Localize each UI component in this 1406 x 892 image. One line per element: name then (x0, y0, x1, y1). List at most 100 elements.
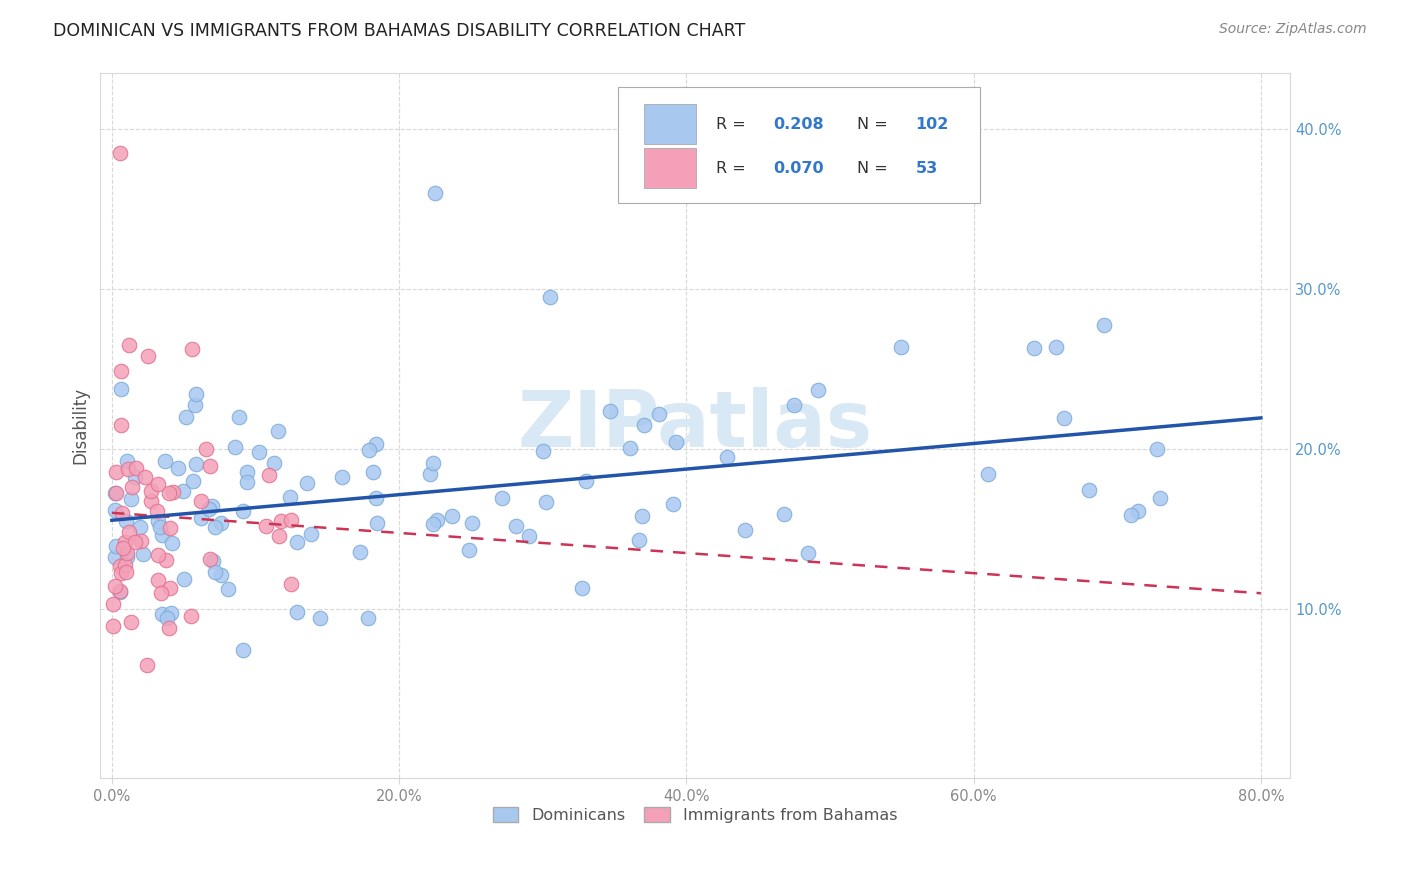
Point (204, 565, 226, 579)
Point (295, 476, 318, 491)
Point (278, 490, 301, 504)
Point (734, 523, 756, 537)
Text: 0.208: 0.208 (773, 117, 824, 132)
Point (117, 546, 139, 560)
Point (104, 549, 127, 564)
Point (458, 542, 481, 557)
Point (363, 465, 385, 479)
Point (155, 553, 177, 567)
Point (202, 554, 225, 568)
Point (110, 364, 132, 378)
Point (184, 398, 207, 412)
Point (104, 486, 127, 500)
Point (224, 440, 246, 454)
Point (796, 545, 818, 559)
Point (270, 514, 292, 528)
Point (131, 533, 153, 548)
Point (772, 507, 794, 521)
Point (1146, 442, 1168, 457)
Text: 53: 53 (917, 161, 938, 176)
Text: 102: 102 (915, 117, 949, 132)
Point (364, 436, 387, 450)
Point (150, 528, 173, 542)
Point (716, 450, 738, 464)
Point (156, 611, 179, 625)
Point (247, 445, 270, 459)
Point (162, 485, 184, 500)
Point (534, 495, 557, 509)
Text: ZIPatlas: ZIPatlas (517, 387, 873, 463)
Point (531, 444, 554, 458)
Point (633, 418, 655, 433)
Point (190, 494, 212, 508)
Point (159, 521, 181, 535)
Point (145, 503, 167, 517)
Point (118, 524, 141, 539)
Point (110, 146, 132, 161)
Point (267, 424, 290, 438)
Point (1078, 483, 1101, 497)
Point (628, 533, 651, 547)
Point (115, 454, 138, 468)
Point (157, 486, 180, 500)
Point (195, 442, 218, 457)
Point (357, 611, 380, 625)
Point (125, 460, 148, 475)
Point (108, 584, 131, 599)
Text: R =: R = (717, 161, 751, 176)
Point (104, 579, 127, 593)
Point (1092, 318, 1115, 332)
Point (200, 458, 222, 473)
Point (619, 441, 641, 455)
Point (148, 476, 170, 491)
Point (665, 435, 688, 450)
Point (419, 467, 441, 481)
Point (1053, 410, 1076, 425)
Point (209, 516, 232, 530)
Point (146, 514, 169, 528)
Point (263, 456, 285, 470)
Point (630, 508, 652, 523)
Point (366, 516, 388, 531)
Point (538, 290, 561, 304)
Point (198, 501, 221, 516)
Point (235, 466, 257, 480)
Point (190, 511, 212, 525)
Point (121, 480, 143, 494)
Point (120, 615, 142, 629)
Text: Source: ZipAtlas.com: Source: ZipAtlas.com (1219, 22, 1367, 37)
Point (181, 342, 204, 356)
Point (228, 410, 250, 425)
Point (139, 483, 162, 498)
Point (204, 520, 226, 534)
Point (1045, 340, 1067, 354)
Point (159, 582, 181, 596)
Point (108, 558, 131, 573)
FancyBboxPatch shape (644, 148, 696, 188)
Point (505, 519, 527, 533)
Point (105, 465, 128, 479)
Point (117, 550, 139, 565)
Point (1022, 342, 1045, 356)
Text: R =: R = (717, 117, 751, 132)
Point (1149, 491, 1171, 506)
Text: 0.070: 0.070 (773, 161, 824, 176)
Point (285, 605, 308, 619)
Point (440, 508, 463, 523)
Point (110, 566, 132, 580)
Point (146, 573, 169, 587)
Point (105, 539, 128, 553)
Point (280, 577, 302, 591)
FancyBboxPatch shape (644, 104, 696, 145)
Point (118, 338, 141, 352)
Point (149, 520, 172, 534)
Point (181, 474, 204, 488)
Point (111, 507, 134, 521)
Point (172, 483, 194, 498)
Point (184, 458, 207, 472)
Point (1119, 508, 1142, 522)
Point (201, 499, 224, 513)
Point (209, 568, 232, 582)
Point (807, 384, 830, 398)
Point (115, 566, 138, 580)
